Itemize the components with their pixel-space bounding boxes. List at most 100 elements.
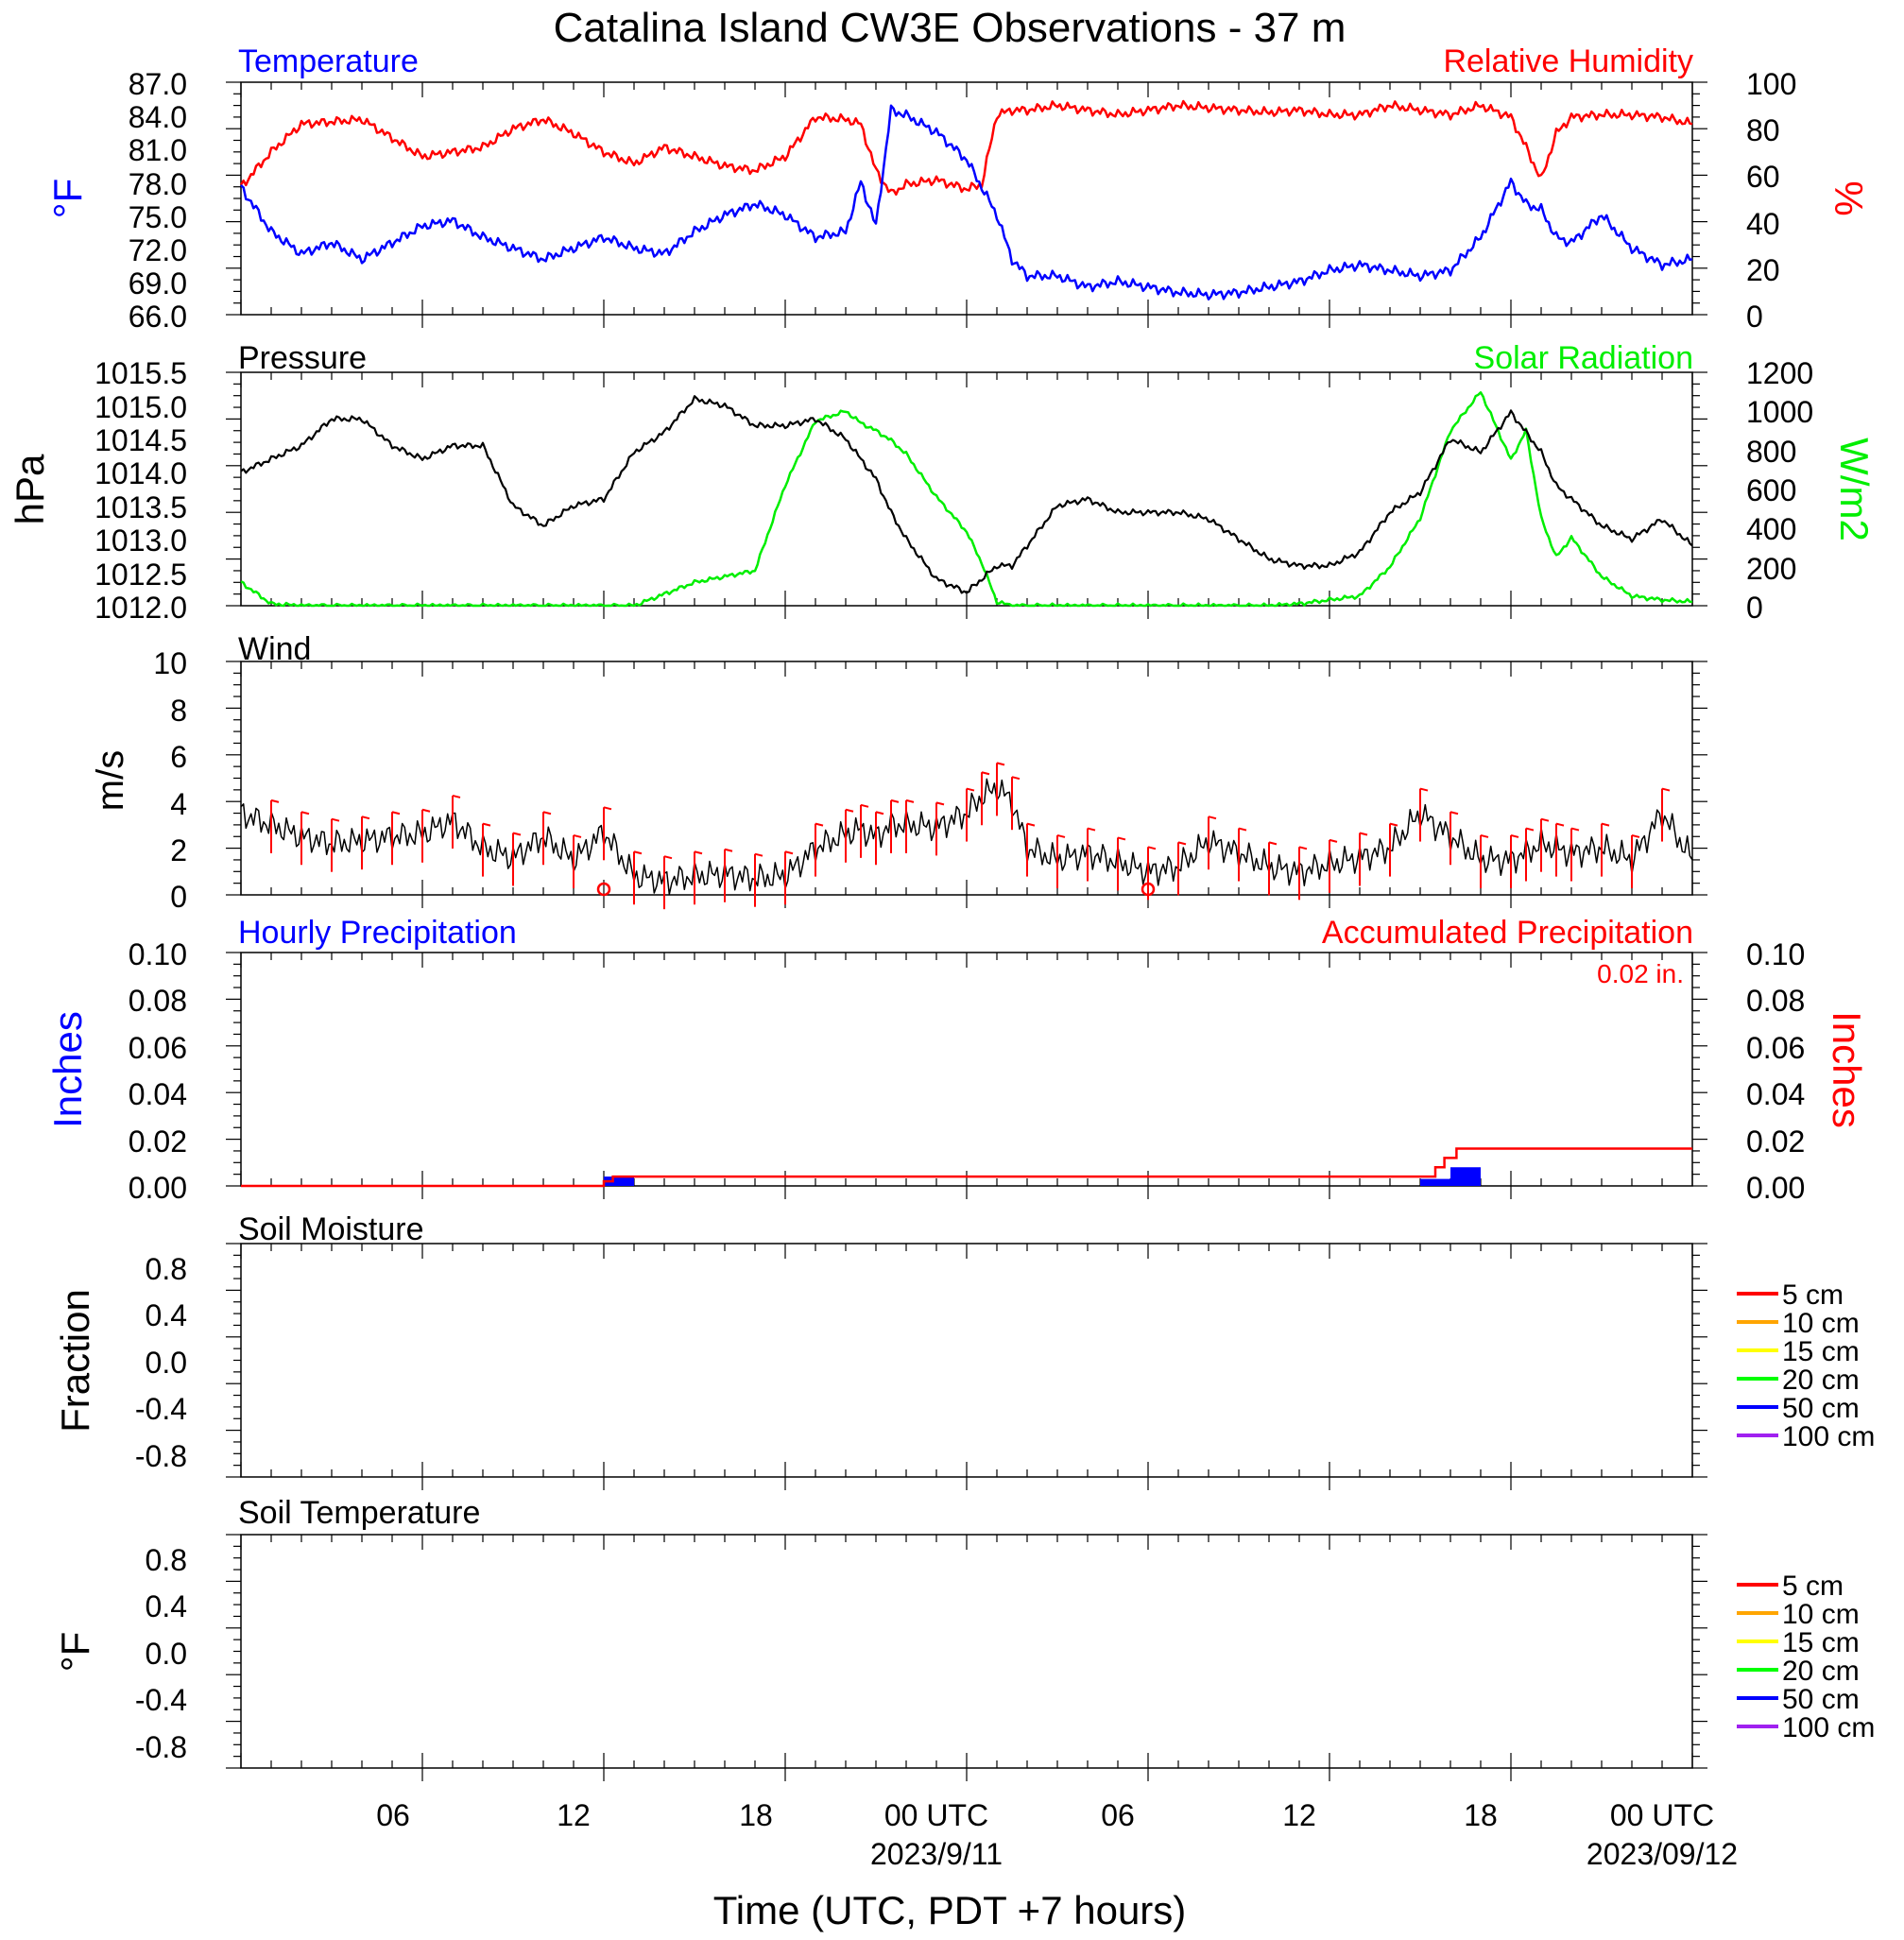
hourly-precip-tick-label: 0.02 — [129, 1125, 187, 1159]
pressure-tick-label: 1013.0 — [94, 524, 187, 558]
humidity-tick-label: 40 — [1746, 207, 1780, 241]
accumulated-precip-ylabel: Inches — [1825, 1011, 1869, 1128]
accumulated-precip-y-ticks: 0.10 0.08 0.06 0.04 0.02 0.00 — [1746, 937, 1805, 1205]
temperature-tick-label: 81.0 — [129, 133, 187, 167]
x-tick-label: 12 — [557, 1798, 591, 1832]
wind-y-ticks: 10 8 6 4 2 0 — [153, 646, 187, 914]
hourly-precip-tick-label: 0.10 — [129, 937, 187, 971]
x-date-label: 2023/9/11 — [870, 1837, 1003, 1871]
wind-barb-flag — [421, 808, 431, 813]
x-tick-label: 12 — [1282, 1798, 1316, 1832]
legend-label-20cm: 20 cm — [1782, 1656, 1860, 1687]
accumulated-precip-tick-label: 0.10 — [1746, 937, 1805, 971]
pressure-tick-label: 1014.5 — [94, 423, 187, 457]
accumulated-precip-title: Accumulated Precipitation — [1322, 915, 1693, 951]
wind-barb-flag — [1570, 827, 1580, 832]
temperature-y-ticks: 87.0 84.0 81.0 78.0 75.0 72.0 69.0 66.0 — [129, 67, 187, 334]
wind-barb-flag — [270, 798, 280, 803]
wind-tick-label: 2 — [170, 833, 187, 867]
wind-tick-label: 4 — [170, 787, 187, 821]
soil-moisture-y-ticks: 0.8 0.4 0.0 -0.4 -0.8 — [135, 1252, 187, 1473]
accumulated-precip-line — [241, 1147, 1692, 1188]
wind-barb-flag — [996, 762, 1005, 766]
wind-barb-flag — [784, 850, 794, 855]
wind-barb-flag — [1601, 822, 1610, 827]
accumulated-precip-tick-label: 0.00 — [1746, 1171, 1805, 1205]
hourly-precip-tick-label: 0.04 — [129, 1077, 187, 1111]
solar-tick-label: 800 — [1746, 435, 1796, 469]
soil-moisture-ylabel: Fraction — [53, 1289, 97, 1433]
accumulated-precip-total: 0.02 in. — [1597, 959, 1684, 988]
x-date-label: 2023/09/12 — [1587, 1837, 1738, 1871]
accumulated-precip-tick-label: 0.06 — [1746, 1031, 1805, 1065]
legend-label-5cm: 5 cm — [1782, 1279, 1844, 1311]
solar-tick-label: 1200 — [1746, 356, 1813, 390]
accumulated-precip-tick-label: 0.04 — [1746, 1077, 1805, 1111]
wind-barb-flag — [754, 852, 763, 857]
legend-label-20cm: 20 cm — [1782, 1365, 1860, 1396]
wind-barb-flag — [603, 806, 612, 811]
pressure-tick-label: 1015.0 — [94, 390, 187, 424]
humidity-tick-label: 100 — [1746, 67, 1796, 101]
calm-wind-marker — [596, 882, 611, 897]
wind-barb-flag — [1268, 841, 1278, 846]
humidity-y-ticks: 100 80 60 40 20 0 — [1746, 67, 1796, 334]
hourly-precip-tick-label: 0.06 — [129, 1031, 187, 1065]
wind-barb-flag — [1480, 833, 1489, 838]
x-tick-label: 00 UTC — [884, 1798, 988, 1832]
wind-barb-flag — [1026, 822, 1036, 827]
x-tick-label: 06 — [1101, 1798, 1135, 1832]
hourly-precip-bar — [619, 1176, 634, 1186]
wind-plot-area — [226, 661, 1707, 910]
solar-tick-label: 600 — [1746, 473, 1796, 507]
x-tick-label: 18 — [739, 1798, 773, 1832]
pressure-line — [240, 395, 1693, 594]
pressure-ylabel: hPa — [8, 454, 52, 524]
pressure-solar-plot-area — [226, 371, 1707, 619]
soil-moisture-legend: 5 cm 10 cm 15 cm 20 cm 50 cm 100 cm — [1737, 1279, 1875, 1452]
solar-ylabel: W/m2 — [1832, 438, 1877, 541]
wind-tick-label: 6 — [170, 740, 187, 774]
wind-tick-label: 8 — [170, 694, 187, 728]
solar-tick-label: 200 — [1746, 552, 1796, 586]
soil-moisture-panel: Soil Moisture Fraction 0.8 0.4 0.0 -0.4 … — [53, 1211, 1875, 1490]
wind-barb-flag — [1359, 832, 1368, 836]
wind-barb-flag — [1117, 836, 1126, 841]
soil-temperature-legend: 5 cm 10 cm 15 cm 20 cm 50 cm 100 cm — [1737, 1571, 1875, 1743]
legend-label-10cm: 10 cm — [1782, 1599, 1860, 1630]
wind-barb-flag — [663, 855, 673, 860]
legend-label-50cm: 50 cm — [1782, 1393, 1860, 1424]
hourly-precip-tick-label: 0.00 — [129, 1171, 187, 1205]
solar-tick-label: 1000 — [1746, 395, 1813, 429]
temperature-tick-label: 72.0 — [129, 233, 187, 267]
wind-barb-flag — [815, 822, 824, 827]
wind-barb-flag — [1510, 833, 1519, 838]
wind-barb-flag — [331, 817, 340, 822]
soil-temperature-title: Soil Temperature — [238, 1495, 480, 1531]
wind-barb-flag — [1631, 833, 1640, 838]
soil-moisture-tick-label: 0.8 — [146, 1252, 187, 1286]
temperature-tick-label: 75.0 — [129, 200, 187, 234]
humidity-ylabel: % — [1827, 180, 1871, 215]
wind-barb-flag — [633, 850, 643, 855]
temperature-tick-label: 87.0 — [129, 67, 187, 101]
legend-label-100cm: 100 cm — [1782, 1421, 1875, 1452]
pressure-tick-label: 1012.0 — [94, 591, 187, 625]
legend-label-5cm: 5 cm — [1782, 1571, 1844, 1602]
pressure-title: Pressure — [238, 340, 367, 376]
legend-label-50cm: 50 cm — [1782, 1684, 1860, 1715]
soil-temperature-tick-label: 0.0 — [146, 1637, 187, 1671]
humidity-tick-label: 80 — [1746, 113, 1780, 147]
wind-barb-flag — [1389, 822, 1398, 827]
wind-barb-flag — [1525, 827, 1535, 832]
soil-temperature-panel: Soil Temperature °F 0.8 0.4 0.0 -0.4 -0.… — [53, 1495, 1875, 1781]
temperature-humidity-panel: Temperature Relative Humidity °F % 87.0 … — [45, 43, 1871, 334]
soil-temperature-tick-label: -0.4 — [135, 1683, 187, 1717]
pressure-tick-label: 1015.5 — [94, 356, 187, 390]
wind-panel: Wind m/s 10 8 6 4 2 0 — [90, 631, 1707, 914]
wind-barb-flag — [1419, 787, 1429, 792]
wind-barb-flag — [1011, 776, 1021, 781]
solar-title: Solar Radiation — [1474, 340, 1693, 376]
soil-temperature-tick-label: -0.8 — [135, 1730, 187, 1764]
hourly-precip-y-ticks: 0.10 0.08 0.06 0.04 0.02 0.00 — [129, 937, 187, 1205]
